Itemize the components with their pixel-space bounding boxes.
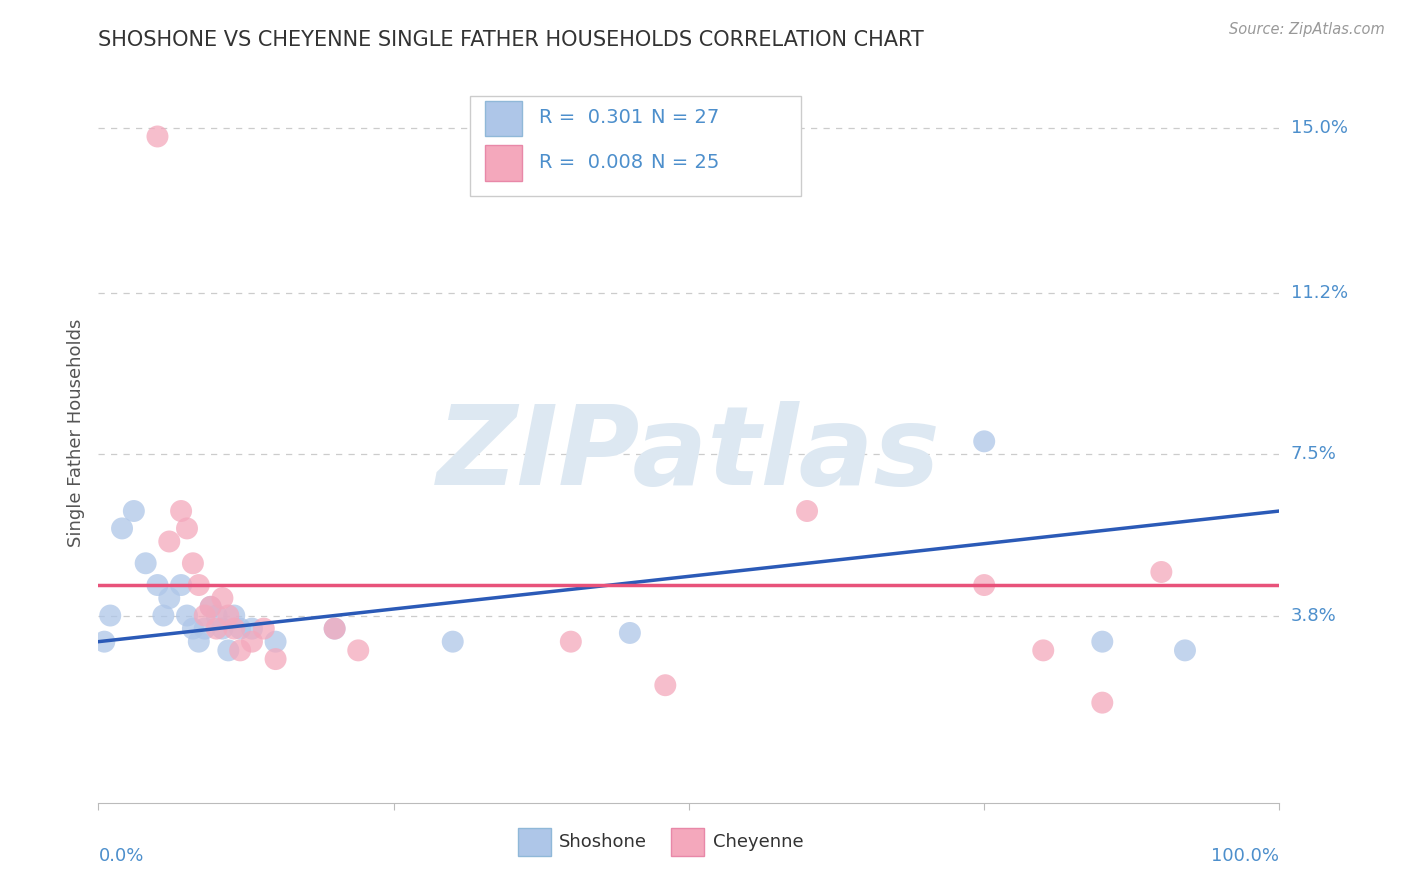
Point xyxy=(205,622,228,636)
Text: 15.0%: 15.0% xyxy=(1291,119,1347,136)
Point xyxy=(157,534,180,549)
Text: SHOSHONE VS CHEYENNE SINGLE FATHER HOUSEHOLDS CORRELATION CHART: SHOSHONE VS CHEYENNE SINGLE FATHER HOUSE… xyxy=(98,29,924,50)
Point xyxy=(240,634,263,648)
Point xyxy=(200,599,222,614)
Point xyxy=(157,591,180,606)
Point xyxy=(1091,696,1114,710)
Text: Shoshone: Shoshone xyxy=(560,833,647,851)
Point xyxy=(217,643,239,657)
Text: 7.5%: 7.5% xyxy=(1291,445,1337,464)
Point xyxy=(176,608,198,623)
Point xyxy=(323,622,346,636)
Point xyxy=(229,643,252,657)
Point xyxy=(111,521,134,535)
Point xyxy=(135,556,157,570)
Point xyxy=(187,634,209,648)
Point xyxy=(441,634,464,648)
Point xyxy=(217,608,239,623)
Point xyxy=(973,578,995,592)
Point xyxy=(146,578,169,592)
Point xyxy=(176,521,198,535)
FancyBboxPatch shape xyxy=(471,95,801,195)
Text: R =  0.008: R = 0.008 xyxy=(538,153,643,172)
Point xyxy=(264,652,287,666)
Point xyxy=(1174,643,1197,657)
Point xyxy=(619,626,641,640)
Y-axis label: Single Father Households: Single Father Households xyxy=(66,318,84,547)
Text: N = 27: N = 27 xyxy=(651,109,720,128)
Point xyxy=(224,622,246,636)
FancyBboxPatch shape xyxy=(485,101,523,136)
Point xyxy=(1150,565,1173,579)
Point xyxy=(98,608,121,623)
Point xyxy=(347,643,370,657)
Point xyxy=(796,504,818,518)
Point xyxy=(181,556,204,570)
Point xyxy=(181,622,204,636)
Point xyxy=(1032,643,1054,657)
Text: 11.2%: 11.2% xyxy=(1291,285,1348,302)
Point xyxy=(1091,634,1114,648)
Point xyxy=(973,434,995,449)
FancyBboxPatch shape xyxy=(485,145,523,181)
Text: 100.0%: 100.0% xyxy=(1212,847,1279,865)
Point xyxy=(146,129,169,144)
FancyBboxPatch shape xyxy=(517,828,551,856)
Point xyxy=(211,591,233,606)
Text: N = 25: N = 25 xyxy=(651,153,720,172)
Point xyxy=(170,504,193,518)
Text: ZIPatlas: ZIPatlas xyxy=(437,401,941,508)
Text: 0.0%: 0.0% xyxy=(98,847,143,865)
Point xyxy=(187,578,209,592)
Text: Source: ZipAtlas.com: Source: ZipAtlas.com xyxy=(1229,22,1385,37)
Point xyxy=(224,608,246,623)
Point xyxy=(253,622,276,636)
Point xyxy=(264,634,287,648)
Text: Cheyenne: Cheyenne xyxy=(713,833,803,851)
Point xyxy=(152,608,174,623)
Point xyxy=(654,678,676,692)
Point xyxy=(122,504,145,518)
FancyBboxPatch shape xyxy=(671,828,704,856)
Point xyxy=(211,622,233,636)
Point xyxy=(205,608,228,623)
Point xyxy=(240,622,263,636)
Point xyxy=(323,622,346,636)
Point xyxy=(560,634,582,648)
Point xyxy=(93,634,115,648)
Text: 3.8%: 3.8% xyxy=(1291,607,1336,624)
Point xyxy=(194,622,217,636)
Point xyxy=(229,622,252,636)
Point xyxy=(194,608,217,623)
Point xyxy=(200,599,222,614)
Point xyxy=(170,578,193,592)
Text: R =  0.301: R = 0.301 xyxy=(538,109,643,128)
